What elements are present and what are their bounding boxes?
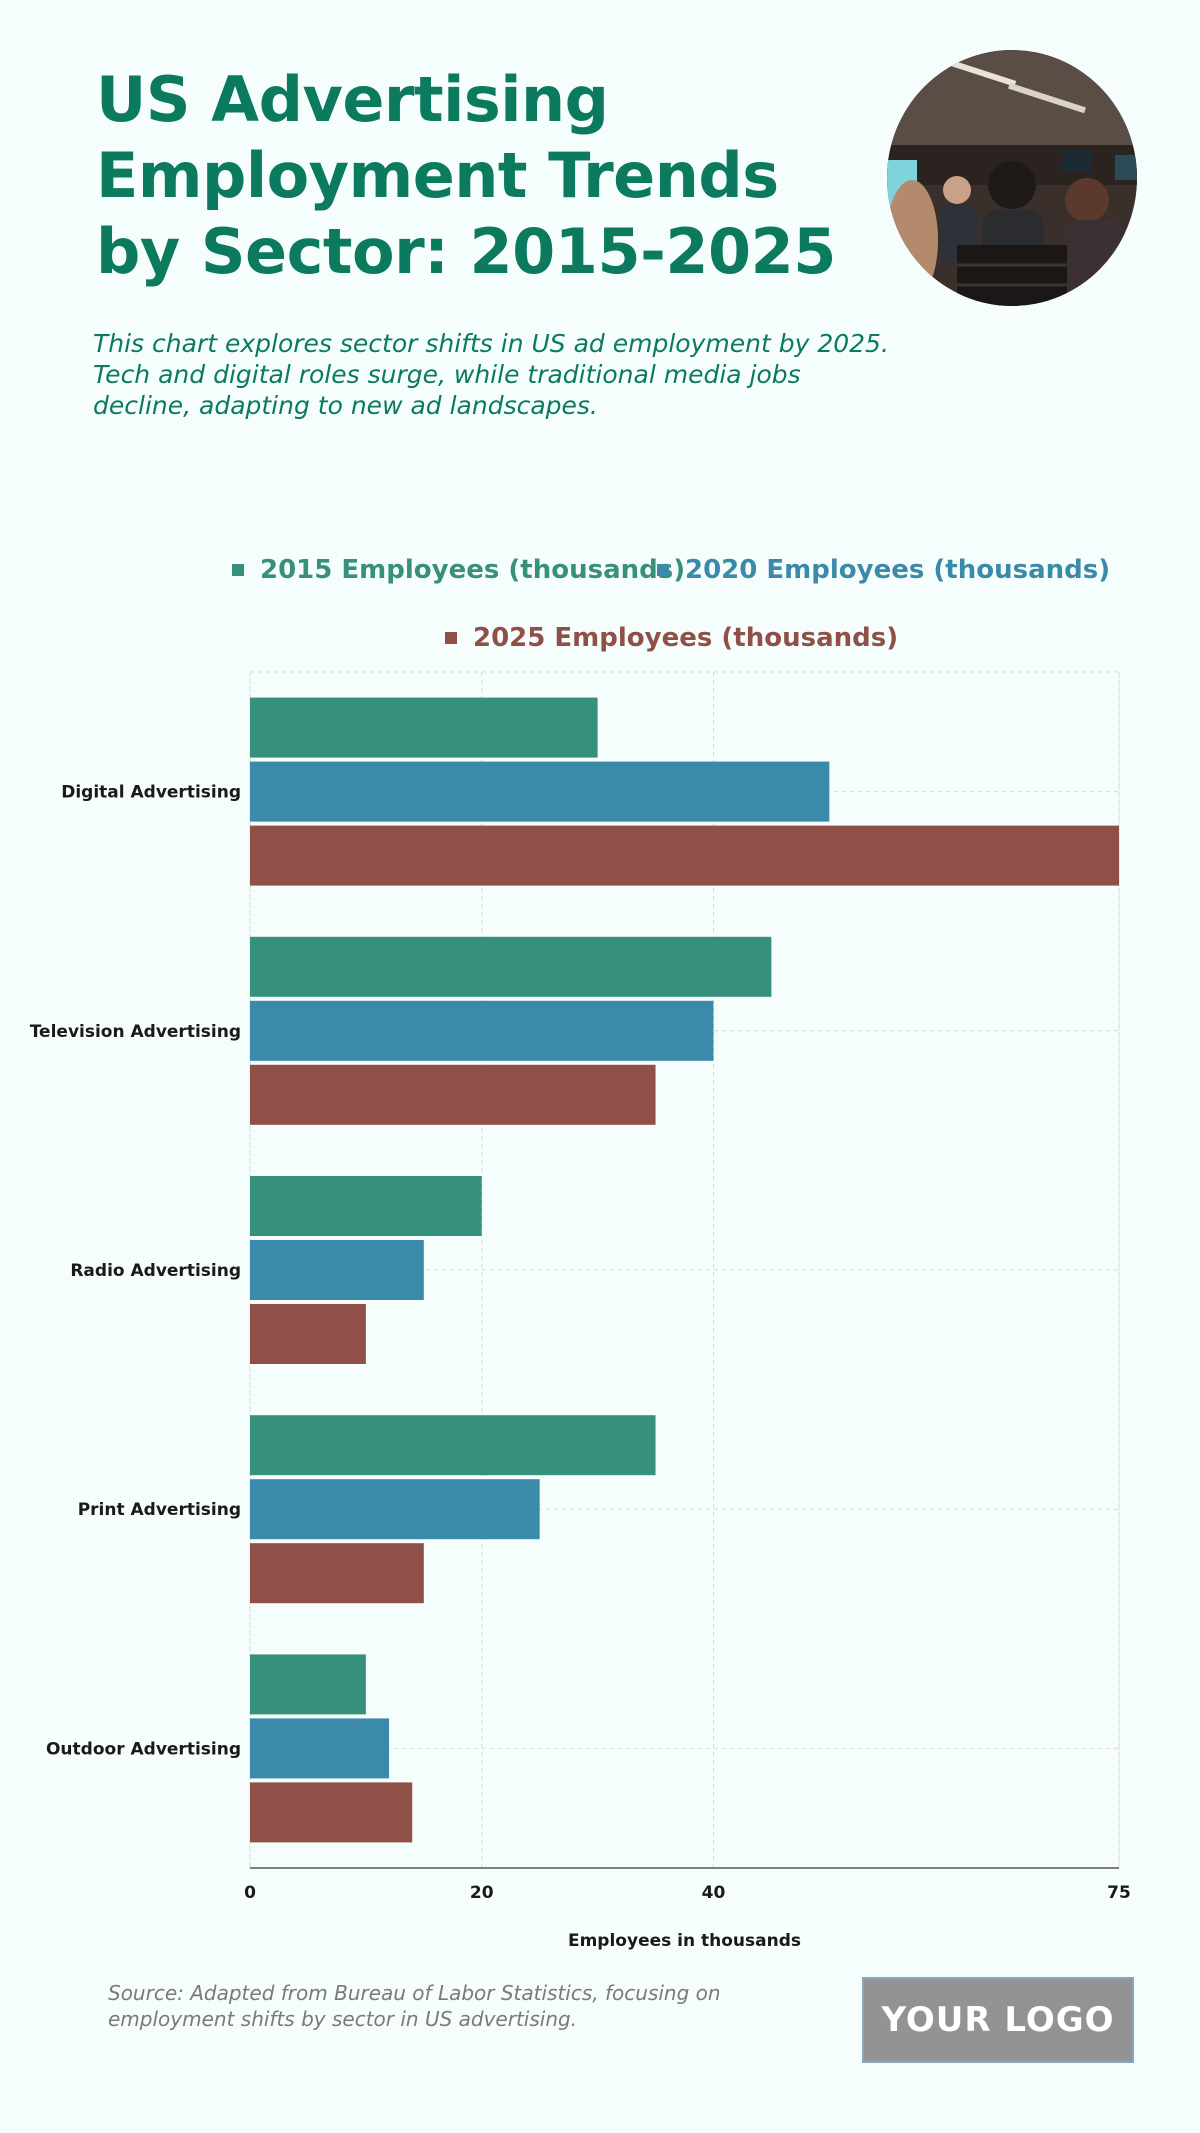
legend-item-2015[interactable]: 2015 Employees (thousands)	[232, 555, 685, 585]
category-label-radio-advertising: Radio Advertising	[70, 1261, 241, 1281]
bar-radio-advertising-0	[250, 1176, 482, 1236]
legend-swatch-2025	[445, 632, 457, 644]
bar-outdoor-advertising-0	[250, 1654, 366, 1715]
logo-placeholder: YOUR LOGO	[862, 1977, 1134, 2063]
legend-label-2015: 2015 Employees (thousands)	[260, 555, 686, 585]
legend-swatch-2020	[657, 564, 669, 576]
bar-print-advertising-1	[250, 1479, 540, 1540]
bar-television-advertising-1	[250, 1000, 714, 1061]
bar-digital-advertising-1	[250, 761, 830, 822]
bar-radio-advertising-2	[250, 1304, 366, 1364]
page-title: US Advertising Employment Trends by Sect…	[96, 63, 836, 288]
bar-television-advertising-0	[250, 936, 772, 997]
bar-outdoor-advertising-2	[250, 1782, 413, 1843]
legend-item-2020[interactable]: 2020 Employees (thousands)	[657, 555, 1110, 585]
x-tick-label: 0	[244, 1883, 256, 1903]
bar-digital-advertising-0	[250, 697, 598, 758]
bar-digital-advertising-2	[250, 825, 1119, 886]
bar-outdoor-advertising-1	[250, 1718, 390, 1779]
x-tick-label: 20	[470, 1883, 494, 1903]
category-label-outdoor-advertising: Outdoor Advertising	[46, 1739, 241, 1759]
logo-text: YOUR LOGO	[881, 2000, 1115, 2040]
bar-print-advertising-2	[250, 1543, 424, 1604]
category-label-digital-advertising: Digital Advertising	[61, 783, 241, 803]
subtitle: This chart explores sector shifts in US …	[93, 329, 889, 420]
legend-swatch-2015	[232, 564, 244, 576]
category-label-print-advertising: Print Advertising	[78, 1500, 241, 1520]
legend-item-2025[interactable]: 2025 Employees (thousands)	[445, 623, 898, 653]
legend-label-2020: 2020 Employees (thousands)	[685, 555, 1111, 585]
x-axis-title: Employees in thousands	[568, 1931, 801, 1951]
bar-radio-advertising-1	[250, 1240, 424, 1300]
x-tick-label: 40	[702, 1883, 726, 1903]
bar-television-advertising-2	[250, 1064, 656, 1125]
legend-label-2025: 2025 Employees (thousands)	[473, 623, 899, 653]
source-note: Source: Adapted from Bureau of Labor Sta…	[108, 1981, 721, 2031]
x-tick-label: 75	[1107, 1883, 1131, 1903]
bar-chart: Digital Advertising Television Advertisin…	[30, 671, 1131, 1951]
bar-print-advertising-0	[250, 1415, 656, 1476]
category-label-television-advertising: Television Advertising	[30, 1022, 241, 1042]
